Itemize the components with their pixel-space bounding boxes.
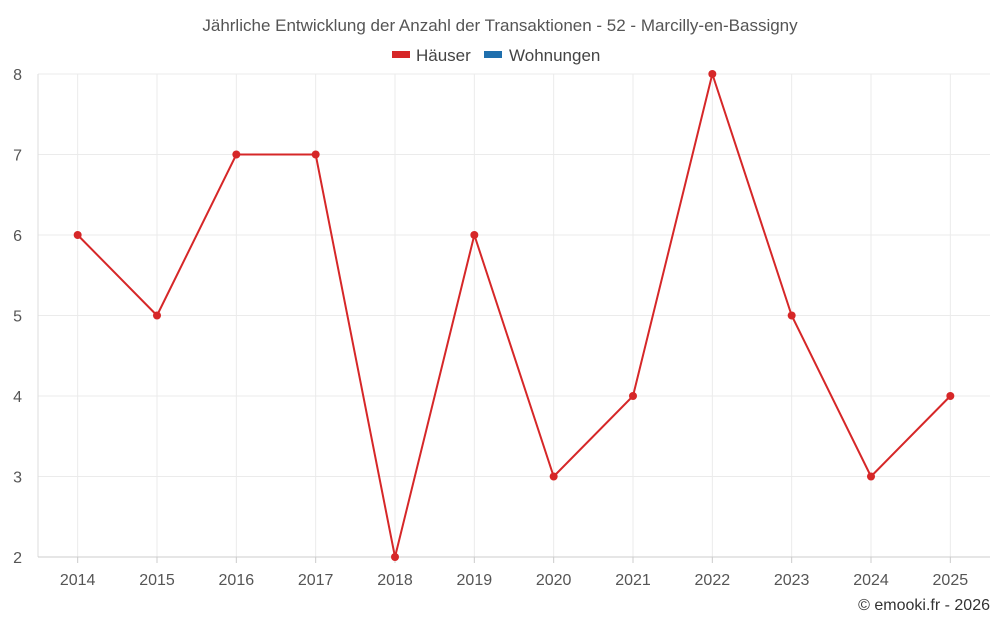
data-point[interactable]: [153, 311, 161, 320]
data-point[interactable]: [232, 150, 241, 159]
chart-title: Jährliche Entwicklung der Anzahl der Tra…: [202, 16, 798, 35]
data-point[interactable]: [311, 150, 320, 159]
x-tick-label: 2015: [139, 572, 175, 589]
data-point[interactable]: [470, 231, 479, 239]
x-tick-label: 2014: [60, 572, 96, 589]
credit-text: © emooki.fr - 2026: [858, 597, 990, 614]
data-point[interactable]: [787, 311, 796, 320]
x-tick-label: 2019: [457, 572, 493, 589]
y-tick-label: 5: [13, 309, 22, 326]
gridlines: [38, 73, 990, 558]
x-tick-label: 2024: [853, 572, 889, 589]
legend: Häuser Wohnungen: [392, 46, 600, 65]
y-tick-label: 8: [13, 67, 22, 84]
legend-swatch-wohnungen: [484, 51, 502, 58]
data-point[interactable]: [73, 231, 82, 239]
x-tick-label: 2020: [536, 572, 572, 589]
legend-label-wohnungen[interactable]: Wohnungen: [509, 46, 600, 65]
x-tick-label: 2021: [615, 572, 651, 589]
y-tick-label: 6: [13, 228, 22, 245]
data-point[interactable]: [629, 392, 637, 400]
y-tick-label: 4: [13, 389, 22, 406]
series-line-0: [76, 70, 952, 558]
x-tick-label: 2022: [695, 572, 731, 589]
y-tick-label: 7: [13, 148, 22, 165]
legend-label-haeuser[interactable]: Häuser: [416, 46, 471, 65]
x-tick-label: 2018: [377, 572, 413, 589]
y-axis: 2 3 4 5 6 7 8: [13, 67, 39, 567]
y-tick-label: 2: [13, 550, 22, 567]
legend-swatch-haeuser: [392, 51, 410, 58]
x-axis: 2014 2015 2016 2017 2018 2019 2020 2021 2022 2023…: [38, 556, 990, 589]
x-tick-label: 2017: [298, 572, 334, 589]
data-point[interactable]: [549, 472, 558, 481]
x-tick-label: 2023: [774, 572, 810, 589]
data-point[interactable]: [946, 392, 955, 400]
data-point[interactable]: [391, 553, 399, 561]
y-tick-label: 3: [13, 470, 22, 487]
x-tick-label: 2025: [933, 572, 969, 589]
x-tick-label: 2016: [219, 572, 255, 589]
data-point[interactable]: [867, 472, 875, 481]
data-point[interactable]: [708, 70, 717, 78]
series-layer: [73, 70, 955, 561]
